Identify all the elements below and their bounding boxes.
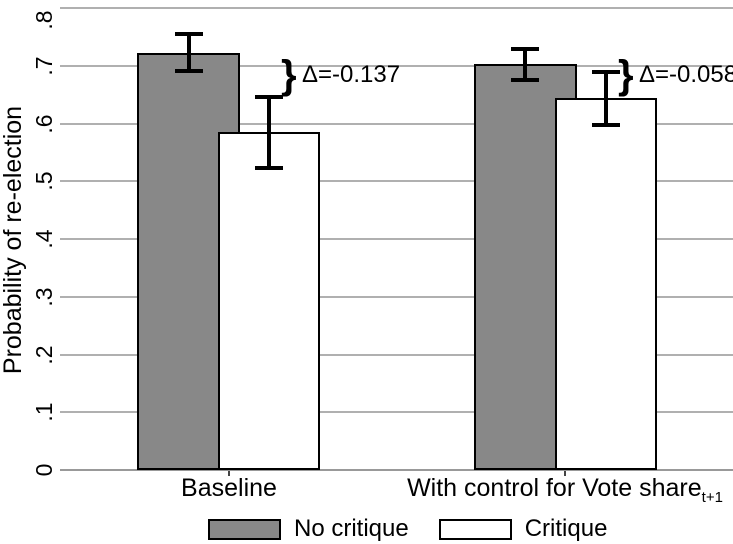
- error-bar-cap-top: [255, 95, 283, 99]
- error-bar: [255, 95, 283, 170]
- x-category-label: Baseline: [9, 474, 449, 502]
- legend-swatch-critique: [438, 518, 512, 540]
- y-tick-label: .7: [30, 56, 57, 76]
- legend-label: Critique: [524, 515, 608, 542]
- bar-critique: [555, 98, 657, 470]
- error-bar: [592, 70, 620, 127]
- y-tick-label: .8: [30, 10, 57, 30]
- delta-label: Δ=-0.058: [639, 61, 733, 88]
- x-category-label: With control for Vote sharet+1: [345, 474, 733, 506]
- error-bar-stem: [604, 70, 608, 127]
- gridline: [60, 411, 733, 413]
- error-bar-stem: [523, 47, 527, 82]
- delta-brace: }: [281, 53, 297, 97]
- legend: No critique Critique: [208, 517, 607, 541]
- gridline: [60, 238, 733, 240]
- gridline: [60, 65, 733, 67]
- error-bar-cap-top: [592, 70, 620, 74]
- gridline: [60, 123, 733, 125]
- gridline: [60, 7, 733, 9]
- bar-critique: [218, 132, 320, 470]
- error-bar-cap-bottom: [175, 69, 203, 73]
- y-tick-label: .6: [30, 114, 57, 134]
- error-bar-stem: [267, 95, 271, 170]
- error-bar-cap-bottom: [592, 123, 620, 127]
- y-tick-label: .4: [30, 229, 57, 249]
- error-bar: [511, 47, 539, 82]
- error-bar-cap-bottom: [511, 78, 539, 82]
- y-tick-label: .3: [30, 287, 57, 307]
- x-tick: [228, 471, 230, 476]
- x-axis-line: [60, 469, 733, 471]
- error-bar-cap-bottom: [255, 166, 283, 170]
- x-tick: [564, 471, 566, 476]
- x-category-label-subscript: t+1: [701, 489, 723, 506]
- legend-swatch-no-critique: [208, 518, 281, 540]
- gridline: [60, 180, 733, 182]
- delta-label: Δ=-0.137: [302, 61, 401, 88]
- x-category-label-text: With control for Vote share: [407, 474, 702, 502]
- y-tick-label: .1: [30, 402, 57, 422]
- legend-label: No critique: [294, 515, 409, 542]
- y-tick-label: .5: [30, 171, 57, 191]
- error-bar-cap-top: [175, 32, 203, 36]
- gridline: [60, 354, 733, 356]
- gridline: [60, 296, 733, 298]
- y-tick-label: .2: [30, 345, 57, 365]
- error-bar: [175, 32, 203, 73]
- delta-brace: }: [618, 53, 634, 97]
- x-category-label-text: Baseline: [181, 474, 277, 502]
- error-bar-cap-top: [511, 47, 539, 51]
- error-bar-stem: [187, 32, 191, 73]
